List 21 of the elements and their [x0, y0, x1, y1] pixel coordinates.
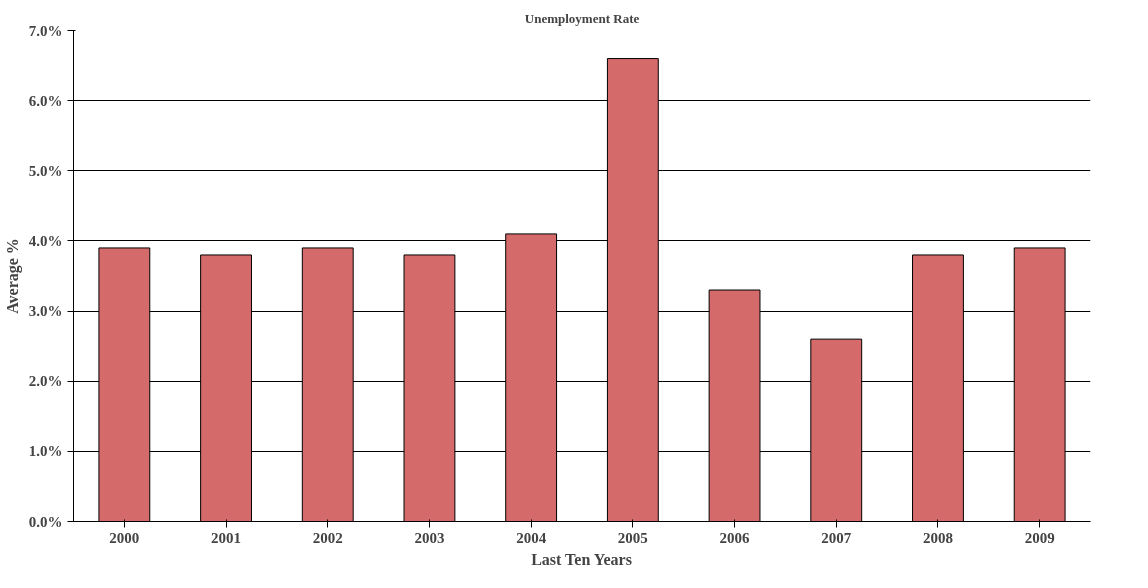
y-axis-title: Average % [3, 238, 22, 314]
y-tick-label: 5.0% [28, 162, 63, 179]
x-tick-label: 2001 [211, 529, 242, 546]
x-tick-label: 2002 [312, 529, 343, 546]
chart-title: Unemployment Rate [524, 10, 640, 26]
y-tick-label: 6.0% [28, 92, 63, 109]
y-tick-label: 3.0% [28, 303, 63, 320]
x-tick-label: 2006 [719, 529, 751, 546]
x-tick-label: 2005 [617, 529, 648, 546]
y-tick-label: 2.0% [28, 373, 63, 390]
x-tick-label: 2007 [821, 529, 852, 546]
x-tick-label: 2004 [516, 529, 547, 546]
x-tick-label: 2008 [922, 529, 953, 546]
x-axis-title: Last Ten Years [531, 550, 632, 568]
y-tick-label: 4.0% [28, 232, 63, 249]
y-tick-label: 1.0% [28, 443, 63, 460]
x-tick-label: 2003 [414, 529, 445, 546]
y-tick-label: 0.0% [28, 513, 63, 530]
x-tick-label: 2009 [1024, 529, 1055, 546]
y-tick-label: 7.0% [28, 22, 63, 39]
x-tick-label: 2000 [109, 529, 140, 546]
